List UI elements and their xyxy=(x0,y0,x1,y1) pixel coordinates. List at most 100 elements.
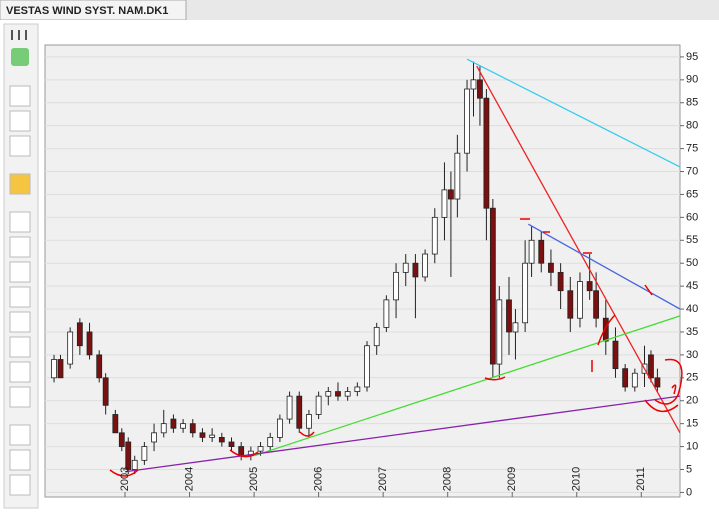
candle-body xyxy=(557,271,564,292)
candle-body xyxy=(286,395,293,420)
candle-body xyxy=(373,326,380,347)
candle-body xyxy=(276,418,283,438)
candle-body xyxy=(170,418,177,429)
candle-body xyxy=(257,446,264,452)
candle-body xyxy=(422,253,428,278)
candle-body xyxy=(548,262,554,273)
x-tick-label: 2005 xyxy=(248,467,260,491)
y-tick-label: 15 xyxy=(686,418,698,430)
toolbar xyxy=(3,23,39,509)
x-tick-label: 2006 xyxy=(313,467,325,491)
y-tick-label: 95 xyxy=(686,51,698,63)
candle-body xyxy=(648,354,654,379)
trend-line xyxy=(528,223,680,310)
plot-area xyxy=(44,44,681,498)
candle-body xyxy=(131,459,138,470)
y-tick-label: 55 xyxy=(686,234,698,246)
trend-line xyxy=(253,315,680,457)
x-tick-label: 2009 xyxy=(506,467,518,491)
candle-body xyxy=(180,423,186,429)
y-tick-label: 10 xyxy=(686,440,698,452)
tool-buttons[interactable] xyxy=(9,85,31,496)
candle-body xyxy=(306,414,312,429)
candle-body xyxy=(538,239,545,264)
candle-body xyxy=(586,281,593,292)
y-tick-label: 65 xyxy=(686,188,698,200)
candle-body xyxy=(383,299,390,328)
candle-body xyxy=(228,441,235,447)
candle-body xyxy=(67,331,74,365)
y-tick-label: 90 xyxy=(686,74,698,86)
y-tick-label: 50 xyxy=(686,257,698,269)
y-tick-label: 20 xyxy=(686,395,698,407)
candle-body xyxy=(189,423,196,434)
candle-body xyxy=(512,322,519,333)
candle-body xyxy=(489,207,496,365)
candle-body xyxy=(238,446,245,457)
candle-body xyxy=(325,391,332,397)
candle-body xyxy=(577,281,583,319)
y-tick-label: 30 xyxy=(686,349,698,361)
x-tick-label: 2004 xyxy=(183,467,195,491)
candle-body xyxy=(57,359,64,379)
candle-body xyxy=(441,189,448,218)
candle-body xyxy=(567,290,574,319)
chart-title: VESTAS WIND SYST. NAM.DK1 xyxy=(6,5,168,17)
candle-body xyxy=(96,354,103,379)
x-tick-label: 2003 xyxy=(119,467,131,491)
candle-body xyxy=(654,377,661,388)
candle-body xyxy=(112,414,119,434)
candle-body xyxy=(470,79,477,90)
candle-body xyxy=(315,395,322,415)
candle-body xyxy=(477,79,483,99)
trend-line xyxy=(466,58,680,168)
candle-body xyxy=(454,152,461,200)
y-tick-label: 0 xyxy=(686,486,692,498)
candle-body xyxy=(506,299,512,333)
candle-body xyxy=(364,345,370,388)
candle-body xyxy=(464,88,470,154)
candle-body xyxy=(412,262,419,278)
x-tick-label: 2011 xyxy=(635,467,647,491)
candle-body xyxy=(199,432,206,438)
candle-body xyxy=(151,432,157,443)
y-tick-label: 35 xyxy=(686,326,698,338)
y-tick-label: 25 xyxy=(686,372,698,384)
candle-body xyxy=(51,359,57,379)
candle-body xyxy=(209,434,216,438)
x-tick-label: 2010 xyxy=(571,467,583,491)
candle-body xyxy=(160,423,167,434)
y-tick-label: 60 xyxy=(686,211,698,223)
y-tick-label: 70 xyxy=(686,165,698,177)
candle-body xyxy=(393,271,399,301)
candle-body xyxy=(102,377,109,406)
candle-body xyxy=(612,340,619,370)
trend-line xyxy=(124,395,680,473)
candle-body xyxy=(141,446,148,461)
candle-body xyxy=(86,331,93,356)
candle-body xyxy=(335,391,341,397)
y-tick-label: 5 xyxy=(686,463,692,475)
candle-body xyxy=(402,262,409,273)
annotations xyxy=(109,218,683,477)
y-tick-label: 85 xyxy=(686,97,698,109)
candle-body xyxy=(593,290,600,319)
x-tick-label: 2008 xyxy=(442,467,454,491)
candle-body xyxy=(76,322,83,347)
candle-body xyxy=(344,391,351,397)
candle-body xyxy=(354,386,361,392)
y-tick-label: 75 xyxy=(686,143,698,155)
candle-body xyxy=(522,262,529,324)
candle-body xyxy=(218,437,225,443)
candle-body xyxy=(125,441,132,470)
candle-body xyxy=(448,189,454,200)
candle-body xyxy=(602,317,609,342)
y-tick-label: 80 xyxy=(686,120,698,132)
trend-line xyxy=(476,65,680,434)
refresh-button[interactable] xyxy=(11,48,29,66)
candle-body xyxy=(631,372,638,388)
candle-body xyxy=(622,368,629,388)
candle-body xyxy=(431,216,438,255)
candle-body xyxy=(118,432,125,447)
